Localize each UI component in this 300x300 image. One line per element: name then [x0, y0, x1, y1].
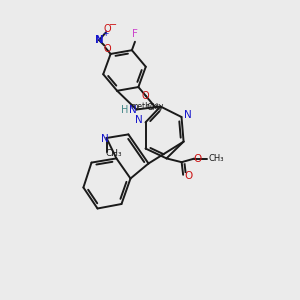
Text: O: O: [194, 154, 202, 164]
Text: N: N: [95, 35, 103, 45]
Text: H: H: [122, 105, 129, 115]
Text: CH₃: CH₃: [146, 103, 162, 112]
Text: −: −: [110, 20, 118, 30]
Text: CH₃: CH₃: [208, 154, 224, 163]
Text: N: N: [129, 105, 137, 115]
Text: N: N: [184, 110, 192, 120]
Text: N: N: [135, 115, 143, 125]
Text: O: O: [141, 91, 149, 101]
Text: +: +: [103, 29, 109, 38]
Text: O: O: [103, 24, 111, 34]
Text: N: N: [101, 134, 109, 144]
Text: CH₃: CH₃: [106, 148, 122, 158]
Text: methoxy: methoxy: [130, 102, 164, 111]
Text: O: O: [103, 44, 111, 54]
Text: F: F: [132, 29, 138, 39]
Text: O: O: [184, 171, 193, 181]
